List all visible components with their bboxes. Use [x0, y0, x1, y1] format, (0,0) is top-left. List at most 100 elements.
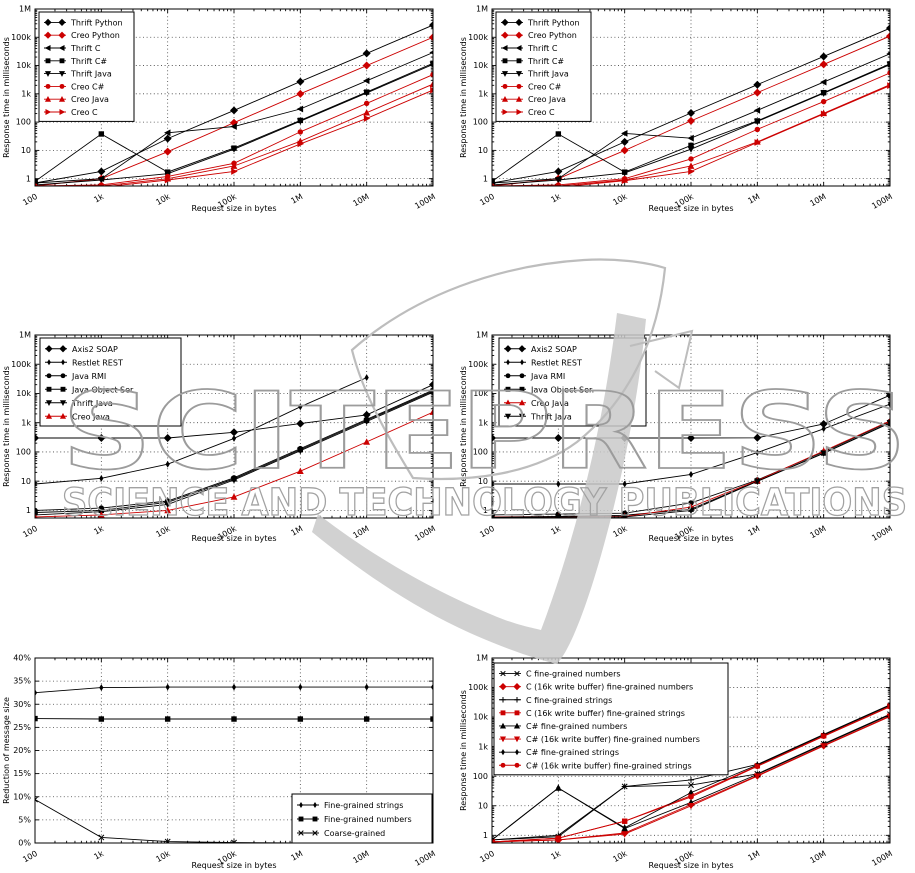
svg-text:10k: 10k: [611, 524, 629, 539]
svg-text:20%: 20%: [13, 746, 31, 755]
svg-text:Java RMI: Java RMI: [71, 372, 106, 381]
svg-text:1k: 1k: [549, 192, 562, 205]
svg-text:1k: 1k: [478, 89, 488, 98]
svg-text:Coarse-grained: Coarse-grained: [324, 829, 385, 838]
svg-text:10: 10: [478, 146, 488, 155]
svg-text:Thrift Java: Thrift Java: [530, 412, 572, 421]
svg-text:Java Object Ser.: Java Object Ser.: [71, 385, 135, 394]
svg-text:10k: 10k: [473, 389, 488, 398]
svg-text:1k: 1k: [92, 192, 105, 205]
svg-text:Java Object Ser.: Java Object Ser.: [530, 385, 594, 394]
svg-text:Thrift Java: Thrift Java: [71, 399, 113, 408]
legend: Axis2 SOAP Restlet REST Java RMI Java Objec…: [498, 337, 647, 427]
x-axis-label: Request size in bytes: [192, 534, 277, 543]
svg-text:100M: 100M: [413, 192, 437, 211]
svg-text:100: 100: [473, 448, 488, 457]
svg-text:1M: 1M: [476, 5, 488, 14]
svg-text:1M: 1M: [289, 524, 304, 538]
svg-text:Thrift Java: Thrift Java: [527, 70, 569, 79]
svg-text:10k: 10k: [16, 389, 31, 398]
svg-text:10: 10: [478, 801, 488, 810]
x-axis-label: Request size in bytes: [649, 861, 734, 870]
svg-text:1k: 1k: [21, 89, 31, 98]
legend: Thrift Python Creo Python Thrift C Thrift C…: [38, 11, 135, 122]
chart-write-buffer-f: 100 1k 10k 100k 1M 10M 100M 1 10 100 1k 10k 100k 1M Re…: [457, 645, 915, 873]
y-axis-label: Response time in milliseconds: [459, 690, 468, 811]
svg-text:Creo C#: Creo C#: [71, 82, 105, 91]
svg-text:Creo Java: Creo Java: [72, 412, 110, 421]
svg-text:1: 1: [483, 506, 488, 515]
chart-canvas-middleware-numbers-d: 100 1k 10k 100k 1M 10M 100M1101001k10k100k1MRe…: [459, 331, 894, 543]
svg-text:Thrift C: Thrift C: [527, 44, 558, 53]
series-thrift-java: [35, 61, 433, 186]
svg-text:1k: 1k: [478, 418, 488, 427]
svg-text:100: 100: [473, 118, 488, 127]
legend: Thrift Python Creo Python Thrift C Thrift C…: [495, 11, 592, 122]
svg-text:100: 100: [21, 524, 39, 539]
svg-text:1k: 1k: [92, 524, 105, 537]
svg-text:Thrift C#: Thrift C#: [527, 57, 564, 66]
chart-middleware-strings-c: 100 1k 10k 100k 1M 10M 100M 1 10 100 1k 10k 100k 1M Re…: [0, 322, 458, 548]
svg-text:10k: 10k: [611, 192, 629, 207]
svg-text:10%: 10%: [13, 792, 31, 801]
x-axis-label: Request size in bytes: [649, 534, 734, 543]
svg-text:Thrift Python: Thrift Python: [70, 18, 123, 27]
svg-text:10: 10: [21, 477, 31, 486]
x-axis-label: Request size in bytes: [192, 204, 277, 213]
svg-text:100: 100: [478, 524, 496, 539]
svg-text:Thrift Java: Thrift Java: [70, 70, 112, 79]
y-axis-label: Reduction of message size: [2, 697, 11, 804]
svg-text:1k: 1k: [92, 849, 105, 862]
svg-text:1M: 1M: [746, 192, 761, 206]
svg-text:10M: 10M: [808, 524, 827, 540]
svg-text:1M: 1M: [746, 849, 761, 863]
svg-text:C# fine-grained strings: C# fine-grained strings: [526, 748, 619, 757]
svg-text:C# (16k write buffer) fine-gra: C# (16k write buffer) fine-grained numbe…: [526, 735, 700, 744]
svg-text:100: 100: [16, 448, 31, 457]
svg-text:100: 100: [21, 849, 39, 864]
y-axis-label: Response time in milliseconds: [459, 37, 468, 158]
chart-message-size-reduction-e: 100 1k 10k 100k 1M 10M 100M 0% 5% 10% 15% 20% 25% 30%…: [0, 645, 458, 873]
series-group: [35, 21, 433, 186]
svg-text:Creo Python: Creo Python: [528, 31, 577, 40]
svg-text:100k: 100k: [11, 360, 31, 369]
svg-text:Axis2 SOAP: Axis2 SOAP: [531, 345, 577, 354]
svg-text:100k: 100k: [11, 33, 31, 42]
svg-text:100M: 100M: [870, 192, 894, 211]
svg-text:35%: 35%: [13, 677, 31, 686]
svg-text:Creo C: Creo C: [71, 108, 98, 117]
svg-text:1M: 1M: [289, 192, 304, 206]
svg-text:Creo Java: Creo Java: [531, 399, 569, 408]
svg-text:C (16k write buffer) fine-grai: C (16k write buffer) fine-grained number…: [526, 683, 693, 692]
svg-text:C fine-grained numbers: C fine-grained numbers: [526, 670, 621, 679]
svg-text:0%: 0%: [18, 839, 31, 848]
svg-text:Creo Java: Creo Java: [528, 95, 566, 104]
svg-text:10k: 10k: [473, 713, 488, 722]
svg-text:100: 100: [473, 772, 488, 781]
svg-text:10M: 10M: [351, 849, 370, 865]
svg-text:1: 1: [483, 831, 488, 840]
svg-text:10M: 10M: [351, 192, 370, 208]
legend: Axis2 SOAP Restlet REST Java RMI Java Objec…: [39, 337, 182, 427]
series-group: [492, 24, 890, 186]
svg-text:100: 100: [16, 118, 31, 127]
svg-text:Restlet REST: Restlet REST: [72, 358, 123, 367]
svg-text:40%: 40%: [13, 654, 31, 663]
series-creo-c: [35, 86, 433, 186]
svg-text:C (16k write buffer) fine-grai: C (16k write buffer) fine-grained string…: [526, 709, 685, 718]
svg-text:1: 1: [483, 174, 488, 183]
svg-text:Thrift C: Thrift C: [70, 44, 101, 53]
svg-text:100M: 100M: [413, 524, 437, 543]
svg-text:Fine-grained numbers: Fine-grained numbers: [324, 815, 412, 824]
series-thrift-python: [35, 21, 433, 186]
svg-text:1k: 1k: [478, 742, 488, 751]
svg-text:Thrift C#: Thrift C#: [70, 57, 107, 66]
legend: C fine-grained numbers C (16k write buffe…: [493, 662, 729, 776]
chart-canvas-thrift-vs-creo-b: 100 1k 10k 100k 1M 10M 100M1101001k10k100k1MRe…: [459, 5, 894, 213]
svg-text:30%: 30%: [13, 700, 31, 709]
chart-thrift-vs-creo-b: 100 1k 10k 100k 1M 10M 100M 1 10 100 1k 10k 100k 1M Re…: [457, 0, 915, 215]
svg-text:1M: 1M: [746, 524, 761, 538]
svg-text:1: 1: [26, 506, 31, 515]
svg-text:Creo C#: Creo C#: [528, 82, 562, 91]
